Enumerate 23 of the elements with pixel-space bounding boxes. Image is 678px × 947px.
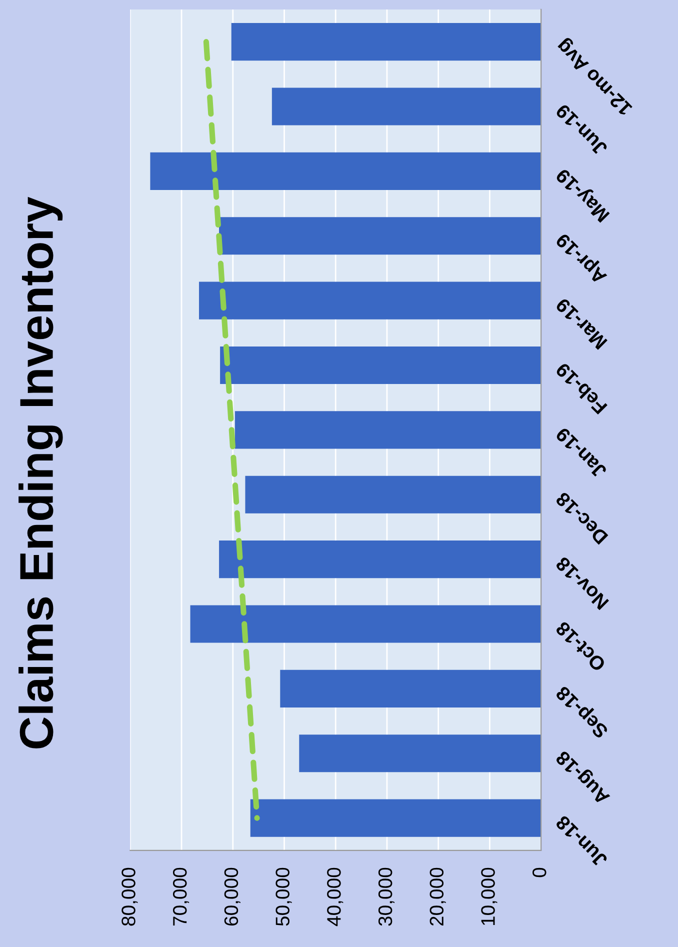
x-tick-label: 80,000	[122, 868, 138, 926]
bar	[231, 23, 542, 61]
x-tick-label: 60,000	[224, 868, 240, 926]
x-tick-label: 30,000	[378, 868, 394, 926]
bar	[190, 605, 542, 643]
x-tick-label: 50,000	[276, 868, 292, 926]
x-tick-label: 20,000	[430, 868, 446, 926]
bar	[234, 411, 542, 449]
bar	[245, 476, 542, 514]
text: Claims Ending Inventory	[18, 196, 63, 748]
x-tick-label: 10,000	[481, 868, 498, 926]
bar	[280, 670, 542, 708]
x-tick-label: 40,000	[327, 868, 344, 926]
bar	[219, 217, 542, 255]
x-tick-label: 70,000	[172, 868, 190, 926]
bar	[150, 152, 542, 190]
bar	[299, 734, 542, 772]
x-tick-label: 0	[532, 868, 546, 878]
bar	[219, 540, 542, 578]
bar	[198, 282, 542, 320]
bar	[250, 799, 542, 837]
bar	[272, 88, 542, 126]
bar	[220, 346, 542, 384]
